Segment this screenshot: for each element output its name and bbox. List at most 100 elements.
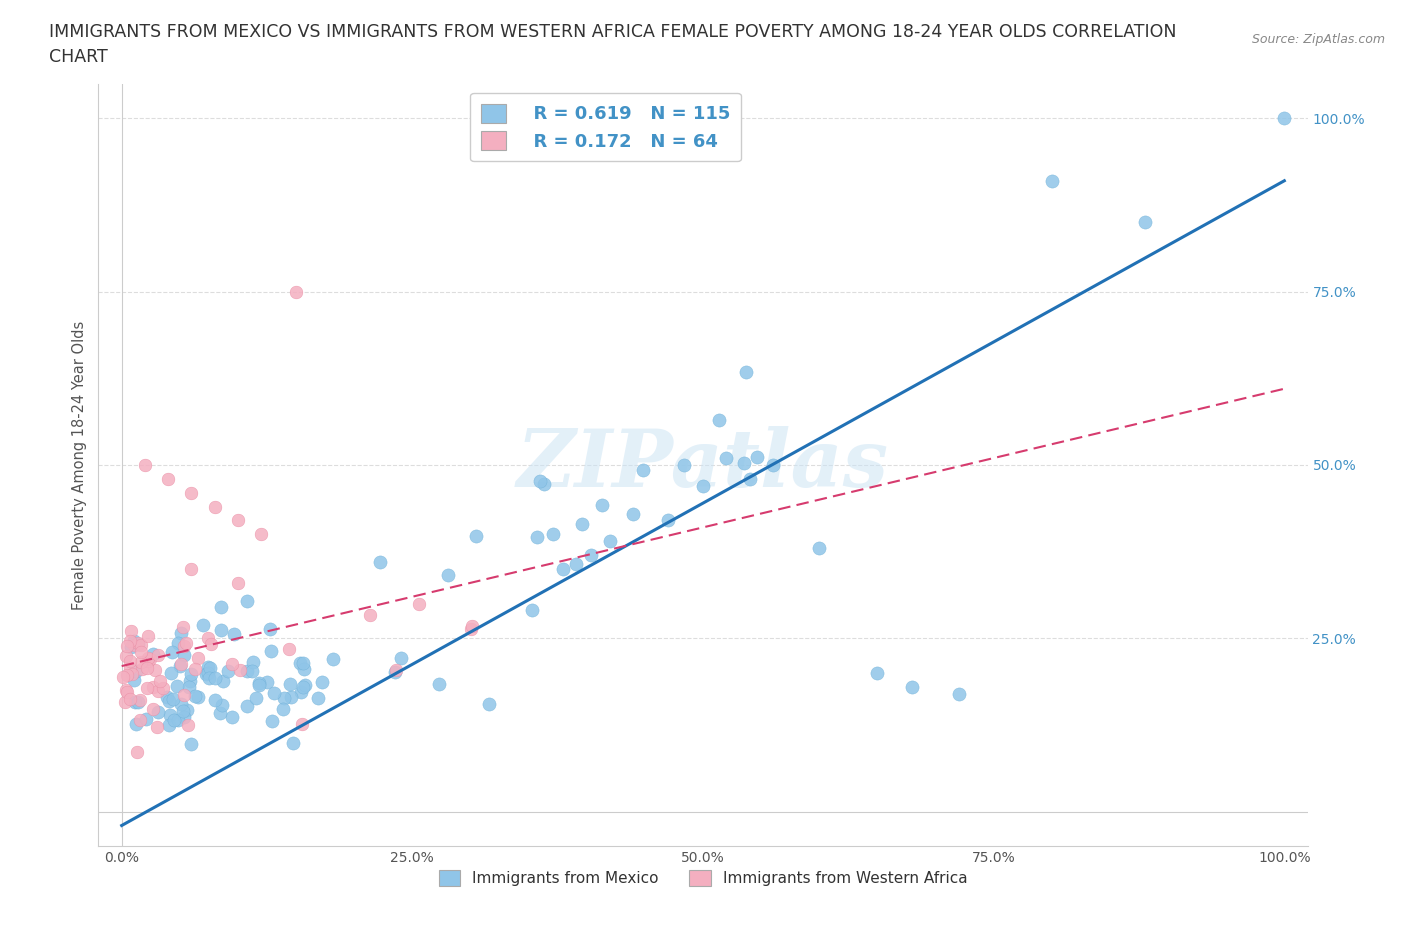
Point (129, 637, 152, 652)
Point (240, 663, 263, 678)
Point (114, 695, 136, 710)
Point (389, 651, 412, 666)
Point (808, 540, 831, 555)
Point (191, 618, 214, 632)
Point (179, 674, 201, 689)
Point (135, 660, 157, 675)
Point (142, 646, 165, 661)
Point (125, 716, 148, 731)
Point (142, 702, 165, 717)
Point (143, 663, 166, 678)
Point (149, 673, 172, 688)
Point (229, 663, 252, 678)
Point (263, 686, 285, 701)
Point (169, 657, 191, 671)
Point (117, 638, 139, 653)
Point (260, 644, 283, 658)
Point (209, 623, 232, 638)
Point (129, 693, 152, 708)
Point (200, 637, 222, 652)
Point (177, 717, 200, 732)
Point (157, 718, 180, 733)
Point (180, 485, 202, 500)
Point (160, 665, 183, 680)
Point (465, 528, 488, 543)
Point (1133, 215, 1156, 230)
Point (146, 647, 169, 662)
Point (121, 666, 143, 681)
Point (384, 664, 406, 679)
Point (579, 548, 602, 563)
Text: ZIPatlas: ZIPatlas (517, 426, 889, 504)
Point (533, 477, 555, 492)
Point (291, 716, 314, 731)
Point (226, 513, 249, 528)
Point (221, 657, 243, 671)
Point (138, 650, 160, 665)
Point (277, 642, 299, 657)
Point (204, 671, 226, 685)
Point (250, 527, 273, 542)
Point (157, 694, 180, 709)
Point (197, 659, 219, 674)
Point (599, 534, 621, 549)
Point (127, 636, 149, 651)
Y-axis label: Female Poverty Among 18-24 Year Olds: Female Poverty Among 18-24 Year Olds (72, 320, 87, 610)
Point (245, 691, 267, 706)
Point (571, 516, 593, 531)
Point (172, 704, 194, 719)
Point (631, 463, 654, 478)
Point (291, 679, 314, 694)
Point (122, 637, 145, 652)
Point (136, 629, 159, 644)
Point (290, 684, 312, 699)
Point (173, 639, 195, 654)
Point (129, 644, 152, 659)
Point (135, 711, 157, 726)
Point (180, 562, 202, 577)
Point (127, 695, 149, 710)
Point (866, 666, 889, 681)
Point (948, 686, 970, 701)
Point (236, 663, 259, 678)
Point (166, 635, 188, 650)
Point (114, 649, 136, 664)
Point (197, 666, 219, 681)
Point (294, 677, 316, 692)
Point (236, 593, 259, 608)
Point (478, 697, 501, 711)
Point (187, 689, 209, 704)
Text: Source: ZipAtlas.com: Source: ZipAtlas.com (1251, 33, 1385, 46)
Point (1272, 111, 1295, 126)
Point (427, 676, 450, 691)
Point (735, 365, 758, 379)
Point (291, 655, 314, 670)
Point (408, 596, 430, 611)
Point (247, 675, 270, 690)
Point (170, 626, 193, 641)
Point (152, 681, 174, 696)
Point (208, 706, 231, 721)
Legend: Immigrants from Mexico, Immigrants from Western Africa: Immigrants from Mexico, Immigrants from … (433, 864, 973, 892)
Point (733, 456, 755, 471)
Point (120, 691, 142, 706)
Point (120, 660, 142, 675)
Point (672, 458, 695, 472)
Point (281, 736, 304, 751)
Point (553, 562, 575, 577)
Point (591, 498, 613, 512)
Point (692, 478, 714, 493)
Point (174, 635, 197, 650)
Point (520, 603, 543, 618)
Point (1040, 173, 1063, 188)
Point (166, 678, 188, 693)
Point (129, 655, 152, 670)
Point (184, 661, 207, 676)
Point (204, 693, 226, 708)
Point (111, 670, 134, 684)
Point (242, 655, 264, 670)
Point (262, 714, 284, 729)
Point (460, 621, 482, 636)
Point (212, 673, 235, 688)
Point (217, 664, 239, 679)
